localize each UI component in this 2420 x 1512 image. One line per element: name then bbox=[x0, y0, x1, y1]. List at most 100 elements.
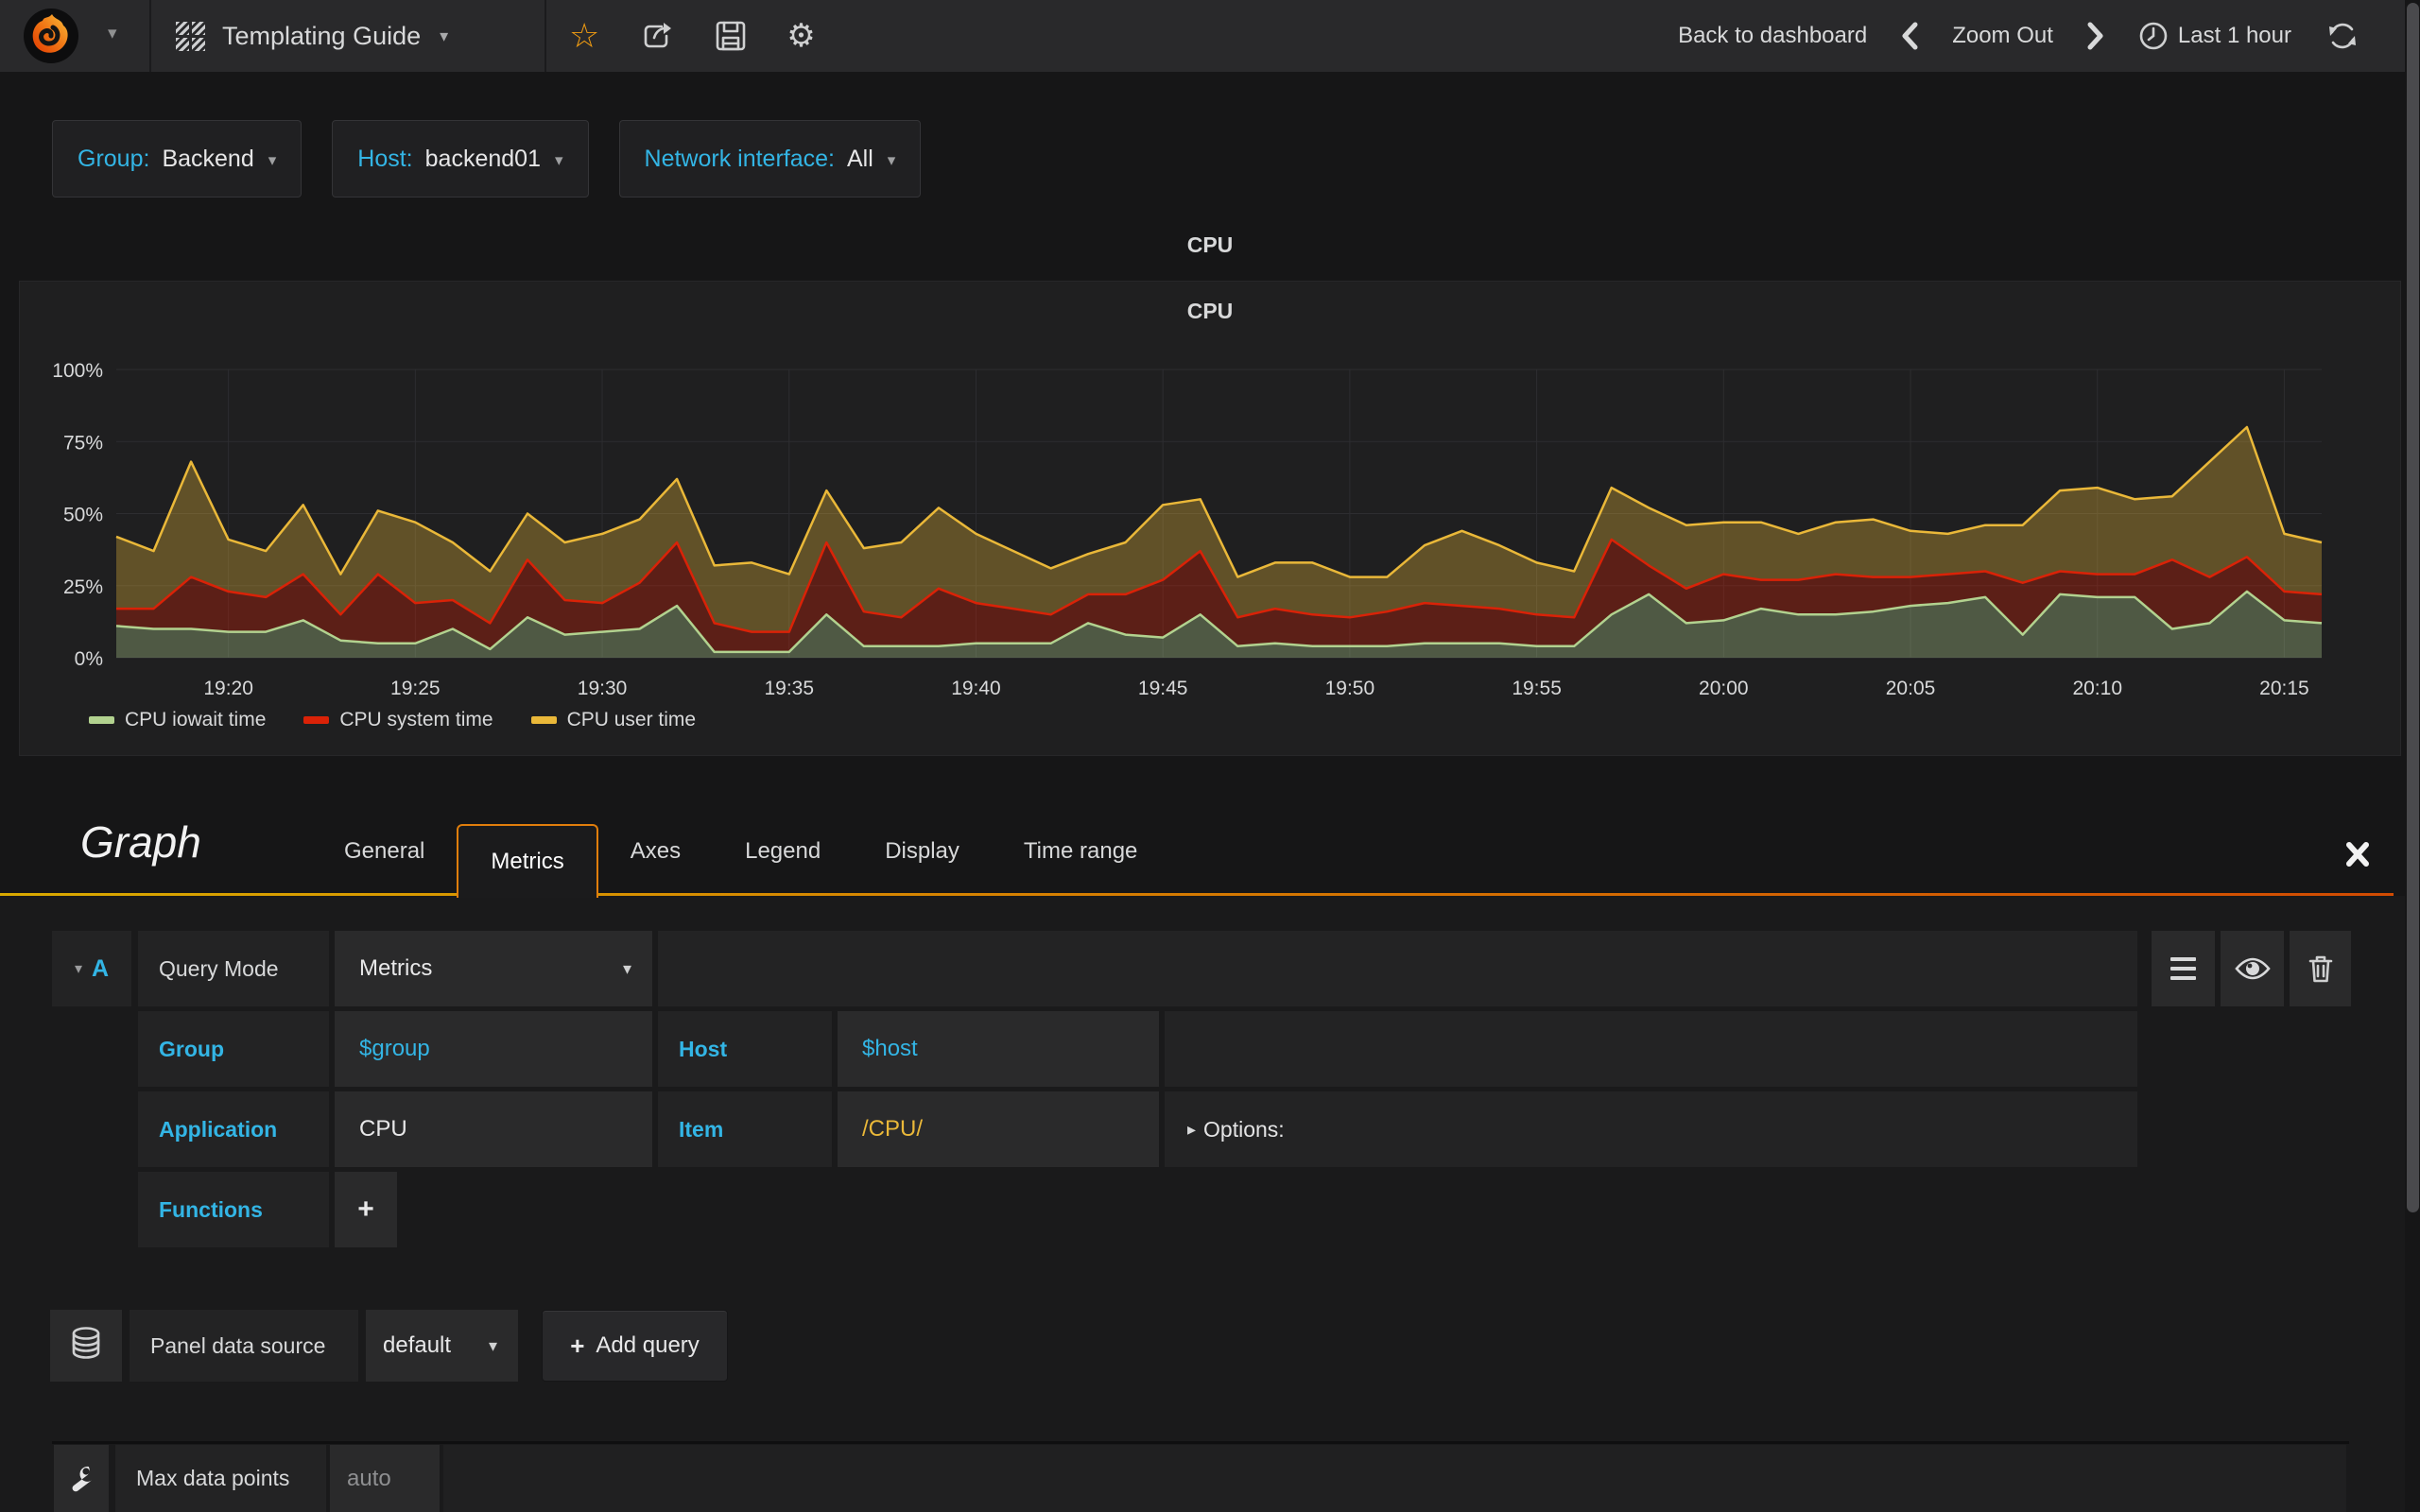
close-editor-icon[interactable] bbox=[2344, 841, 2371, 872]
database-icon bbox=[72, 1327, 100, 1359]
tab-time-range[interactable]: Time range bbox=[1023, 838, 1138, 864]
save-icon[interactable] bbox=[713, 18, 749, 54]
legend-item-cpu-iowait-time[interactable]: CPU iowait time bbox=[89, 709, 266, 731]
query-mode-label: Query Mode bbox=[159, 955, 279, 981]
grafana-logo[interactable] bbox=[23, 8, 79, 64]
datasource-icon-cell bbox=[50, 1310, 122, 1382]
menu-icon bbox=[2170, 957, 2196, 980]
chevron-left-icon[interactable] bbox=[1901, 22, 1918, 50]
cpu-chart[interactable]: 0% 25% 50% 75% 100% 19:20 19:25 19:30 19:35 19:40… bbox=[20, 282, 2402, 757]
row-divider bbox=[52, 1441, 2349, 1444]
host-value: $host bbox=[862, 1036, 918, 1061]
query-delete-button[interactable] bbox=[2290, 931, 2351, 1006]
datasource-row: Panel data source default ▾ + Add query bbox=[0, 1310, 2420, 1382]
panel-data-source-label: Panel data source bbox=[150, 1332, 326, 1358]
chevron-down-icon: ▾ bbox=[268, 151, 277, 169]
svg-text:100%: 100% bbox=[52, 360, 103, 382]
legend-label: CPU iowait time bbox=[125, 709, 267, 730]
variable-label: Group: bbox=[78, 145, 150, 172]
query-row-application-item: Application CPU Item /CPU/ ▸ Options: bbox=[0, 1091, 2420, 1167]
item-input[interactable]: /CPU/ bbox=[838, 1091, 1159, 1167]
cpu-panel: 0% 25% 50% 75% 100% 19:20 19:25 19:30 19:35 19:40… bbox=[19, 281, 2401, 756]
svg-text:20:05: 20:05 bbox=[1886, 678, 1936, 699]
settings-icon[interactable]: ⚙ bbox=[786, 18, 816, 54]
max-data-points-input[interactable] bbox=[330, 1445, 440, 1512]
functions-label: Functions bbox=[159, 1196, 263, 1222]
chevron-right-icon[interactable] bbox=[2087, 22, 2104, 50]
logo-dropdown-caret[interactable]: ▾ bbox=[108, 24, 117, 43]
refresh-icon[interactable] bbox=[2325, 19, 2360, 53]
options-cell: ▸ Options: bbox=[1165, 1091, 2137, 1167]
tab-axes[interactable]: Axes bbox=[630, 838, 682, 864]
add-query-label: Add query bbox=[596, 1332, 700, 1358]
item-value: /CPU/ bbox=[862, 1116, 924, 1142]
functions-label-cell: Functions bbox=[138, 1172, 329, 1247]
scrollbar-track[interactable] bbox=[2405, 0, 2420, 1512]
add-query-button[interactable]: + Add query bbox=[542, 1310, 728, 1382]
host-label-cell: Host bbox=[658, 1011, 832, 1087]
datasource-label-cell: Panel data source bbox=[130, 1310, 358, 1382]
options-toggle[interactable]: ▸ Options: bbox=[1165, 1117, 1285, 1143]
query-menu-button[interactable] bbox=[2152, 931, 2215, 1006]
variable-pill-host[interactable]: Host: backend01 ▾ bbox=[332, 120, 589, 198]
svg-text:25%: 25% bbox=[63, 576, 103, 598]
clock-icon bbox=[2139, 22, 2168, 50]
tab-metrics[interactable]: Metrics bbox=[457, 824, 598, 898]
time-range-button[interactable]: Last 1 hour bbox=[2138, 21, 2291, 51]
tab-display[interactable]: Display bbox=[885, 838, 959, 864]
share-icon[interactable] bbox=[637, 17, 675, 55]
group-input[interactable]: $group bbox=[335, 1011, 652, 1087]
legend-item-cpu-user-time[interactable]: CPU user time bbox=[530, 709, 696, 731]
svg-text:19:40: 19:40 bbox=[951, 678, 1001, 699]
plus-icon: + bbox=[570, 1331, 585, 1360]
navbar-divider bbox=[544, 0, 546, 72]
svg-text:19:25: 19:25 bbox=[390, 678, 441, 699]
zoom-out-button[interactable]: Zoom Out bbox=[1952, 23, 2053, 48]
metrics-tab-content: ▾ A Query Mode Metrics ▾ bbox=[0, 896, 2420, 1512]
svg-text:20:00: 20:00 bbox=[1699, 678, 1749, 699]
chevron-down-icon: ▾ bbox=[554, 151, 563, 169]
query-mode-value: Metrics bbox=[359, 955, 433, 981]
variable-pill-group[interactable]: Group: Backend ▾ bbox=[52, 120, 302, 198]
legend-item-cpu-system-time[interactable]: CPU system time bbox=[303, 709, 493, 731]
wrench-icon-cell bbox=[54, 1445, 109, 1512]
query-mode-select[interactable]: Metrics ▾ bbox=[335, 931, 652, 1006]
svg-text:19:35: 19:35 bbox=[764, 678, 814, 699]
host-label: Host bbox=[679, 1036, 728, 1061]
legend-label: CPU system time bbox=[339, 709, 493, 730]
max-data-points-label-cell: Max data points bbox=[115, 1445, 326, 1512]
star-icon[interactable]: ☆ bbox=[569, 16, 600, 55]
dashboard-icon bbox=[176, 21, 205, 51]
legend-swatch bbox=[530, 716, 557, 724]
application-input[interactable]: CPU bbox=[335, 1091, 652, 1167]
tab-general[interactable]: General bbox=[344, 838, 425, 864]
editor-tabbar: General Metrics Axes Legend Display Time rang… bbox=[312, 808, 1169, 898]
dashboard-title-button[interactable]: Templating Guide ▾ bbox=[176, 0, 448, 72]
datasource-value: default bbox=[383, 1332, 452, 1358]
time-range-label: Last 1 hour bbox=[2177, 23, 2291, 48]
query-toggle-visibility-button[interactable] bbox=[2221, 931, 2284, 1006]
plus-icon: + bbox=[357, 1194, 374, 1225]
group-label-cell: Group bbox=[138, 1011, 329, 1087]
query-row-a: ▾ A Query Mode Metrics ▾ bbox=[0, 931, 2420, 1006]
collapse-caret-icon: ▾ bbox=[74, 961, 82, 977]
svg-text:20:15: 20:15 bbox=[2259, 678, 2309, 699]
query-ref-toggle[interactable]: ▾ A bbox=[52, 931, 131, 1006]
query-mode-label-cell: Query Mode bbox=[138, 931, 329, 1006]
max-data-points-row: Max data points bbox=[0, 1445, 2420, 1512]
query-row-group-host: Group $group Host $host bbox=[0, 1011, 2420, 1087]
application-label: Application bbox=[159, 1116, 278, 1142]
max-data-points-field[interactable] bbox=[330, 1445, 440, 1512]
host-input[interactable]: $host bbox=[838, 1011, 1159, 1087]
tab-legend[interactable]: Legend bbox=[745, 838, 821, 864]
add-function-button[interactable]: + bbox=[335, 1172, 397, 1247]
svg-text:19:30: 19:30 bbox=[578, 678, 628, 699]
back-to-dashboard-link[interactable]: Back to dashboard bbox=[1678, 23, 1868, 48]
scrollbar-thumb[interactable] bbox=[2407, 3, 2419, 1212]
panel-header-title[interactable]: CPU bbox=[1186, 232, 1234, 257]
group-label: Group bbox=[159, 1036, 224, 1061]
variable-value: Backend bbox=[162, 145, 254, 172]
variable-pill-network-interface[interactable]: Network interface: All ▾ bbox=[618, 120, 922, 198]
dashboard-title-caret: ▾ bbox=[440, 26, 449, 45]
datasource-select[interactable]: default ▾ bbox=[366, 1310, 518, 1382]
